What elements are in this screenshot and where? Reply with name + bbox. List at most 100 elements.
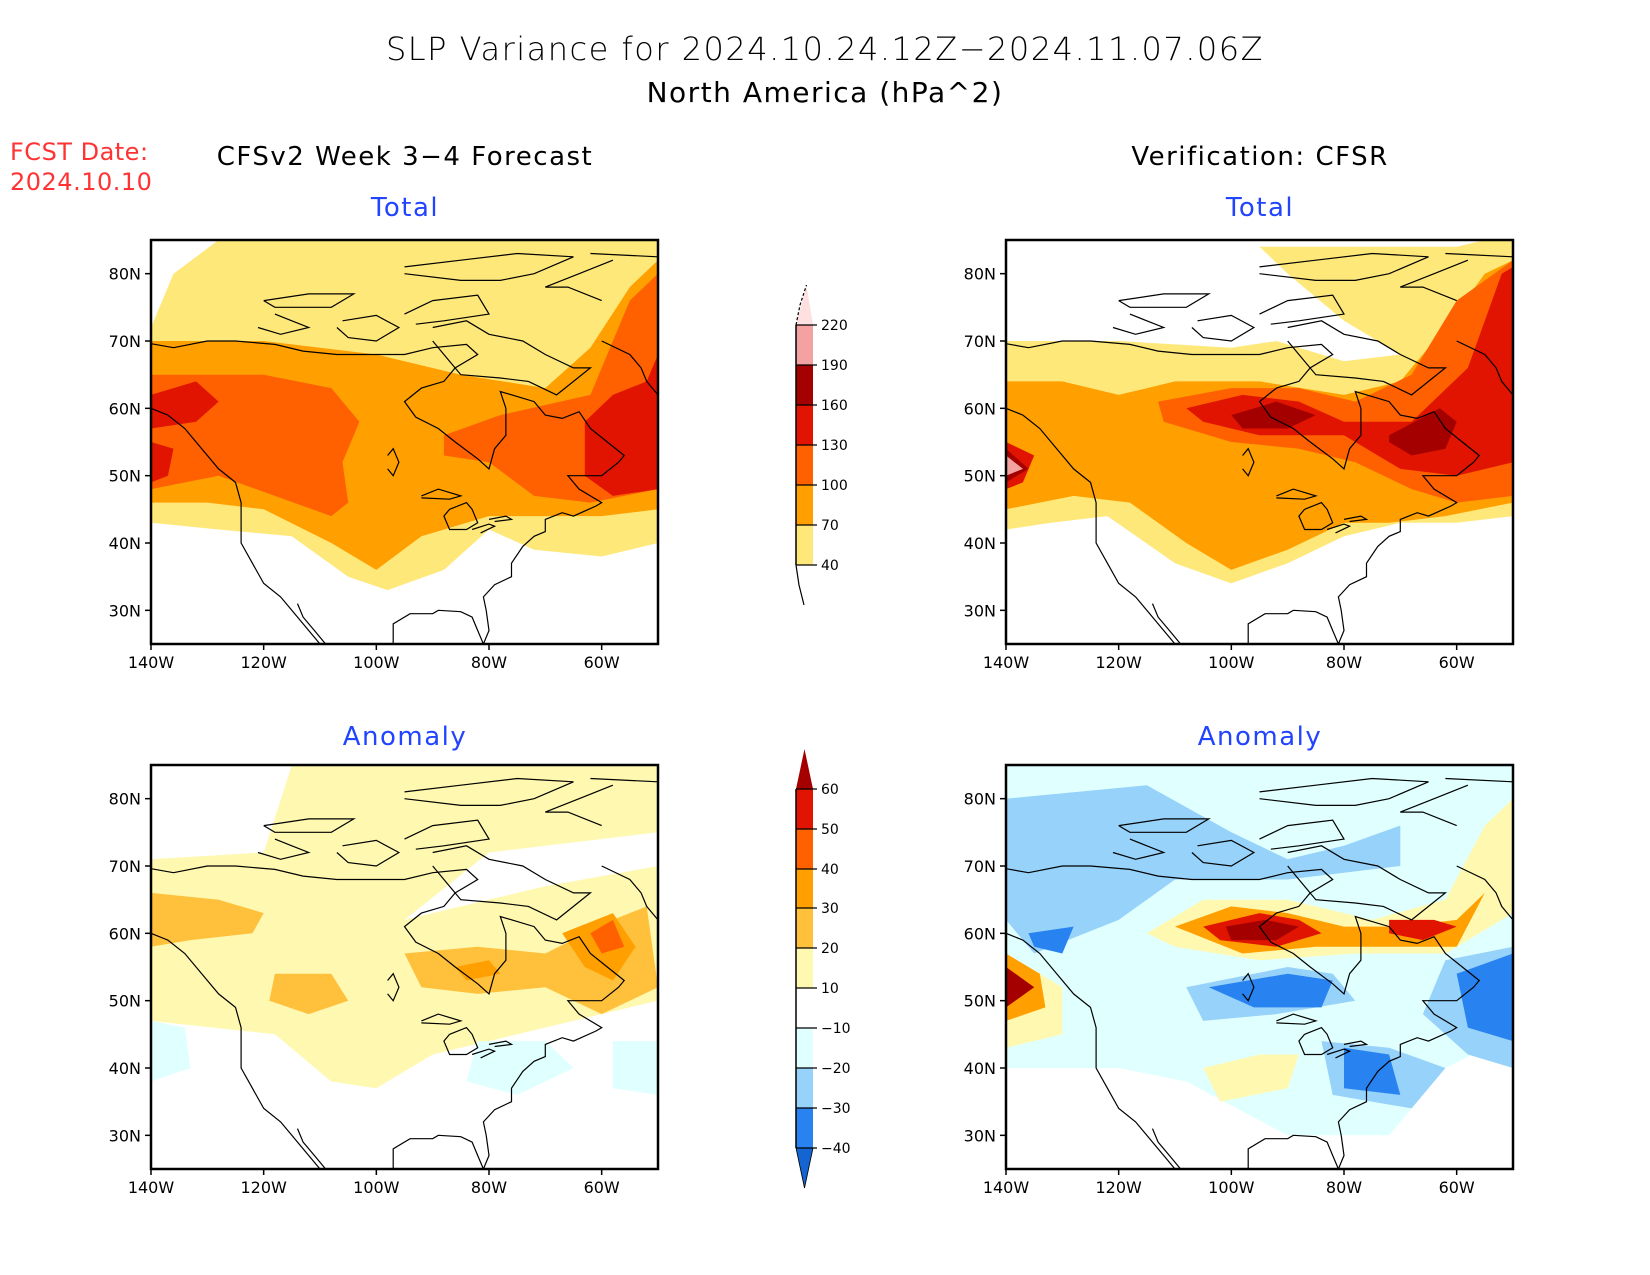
forecast-total-map: 80N 70N 60N 50N 40N 30N 140W 120W 100W 80W 60W: [109, 238, 660, 672]
coastline: [1343, 1040, 1369, 1048]
contour-region-neg20: [1006, 785, 1401, 954]
coastline: [443, 1026, 479, 1056]
coastline: [1456, 340, 1513, 396]
colorbar-label: 190: [821, 358, 848, 374]
colorbar-label: 40: [821, 558, 839, 574]
colorbar-swatch: [796, 445, 813, 485]
coastline: [601, 340, 658, 396]
verification-total-subtitle: Total: [1225, 193, 1295, 223]
colorbar-lower-extension: [795, 564, 805, 606]
coastline: [1006, 865, 1481, 1169]
anomaly-colorbar: 60 50 40 30 20 10 −10 −20 −30 −40: [795, 749, 851, 1189]
lat-tick-label: 30N: [109, 601, 141, 620]
coastline: [488, 515, 514, 523]
coastline: [1259, 252, 1429, 281]
colorbar-label: 160: [821, 398, 848, 414]
coastline: [432, 845, 593, 921]
lat-tick-label: 60N: [109, 399, 141, 418]
contour-region-50: [1389, 919, 1457, 941]
colorbar-extension-outline: [795, 284, 808, 326]
coastline: [1445, 777, 1513, 783]
colorbar-swatch: [796, 365, 813, 405]
contour-region-neg10: [151, 1020, 191, 1082]
coastline: [1343, 515, 1369, 523]
colorbar-swatch: [796, 948, 813, 988]
total-colorbar: 40 70 100 130 160 190 220: [795, 284, 848, 606]
contour-region-neg30: [1456, 953, 1513, 1042]
contour-region-20: [269, 973, 349, 1015]
coastline: [336, 314, 401, 342]
coastline: [1151, 603, 1182, 644]
coastline: [151, 865, 626, 1169]
colorbar-label: −10: [821, 1021, 851, 1037]
map-frame: [149, 238, 660, 646]
lat-tick-label: 80N: [109, 790, 141, 809]
lat-tick-label: 50N: [109, 992, 141, 1011]
lon-tick-label: 60W: [584, 1178, 620, 1197]
coastline: [263, 818, 356, 833]
coastline: [296, 603, 327, 644]
contour-region-160: [1231, 401, 1316, 429]
lon-tick-label: 120W: [240, 653, 287, 672]
lon-tick-label: 100W: [353, 653, 400, 672]
lon-tick-label: 80W: [471, 653, 507, 672]
lat-tick-label: 80N: [964, 790, 996, 809]
colorbar-label: 10: [821, 981, 839, 997]
lon-tick-label: 140W: [128, 653, 175, 672]
coastline: [545, 259, 614, 302]
colorbar-lower-extension: [795, 1147, 814, 1189]
contour-region-neg30: [1028, 926, 1074, 954]
lon-tick-label: 80W: [1326, 1178, 1362, 1197]
coastline: [1276, 1013, 1318, 1025]
lon-tick-label: 120W: [1095, 653, 1142, 672]
lat-tick-label: 50N: [109, 467, 141, 486]
coastline: [601, 865, 658, 921]
coastline: [1112, 313, 1166, 335]
lat-tick-label: 70N: [109, 857, 141, 876]
coastline: [1445, 252, 1513, 258]
colorbar-label: 220: [821, 318, 848, 334]
verification-heading: Verification: CFSR: [1131, 142, 1389, 172]
coastline: [1151, 1128, 1182, 1169]
colorbar-label: 130: [821, 438, 848, 454]
colorbar-swatch: [796, 485, 813, 525]
contour-region-neg30: [1208, 973, 1333, 1008]
colorbar-label: 40: [821, 862, 839, 878]
coastline: [151, 932, 321, 1169]
colorbar-label: 30: [821, 901, 839, 917]
coastline: [404, 819, 490, 850]
lon-tick-label: 120W: [240, 1178, 287, 1197]
coastline: [404, 777, 574, 807]
colorbar-upper-extension: [796, 285, 813, 325]
colorbar-label: 100: [821, 478, 848, 494]
coastline: [392, 609, 484, 644]
lat-tick-label: 70N: [109, 332, 141, 351]
lat-tick-label: 40N: [964, 534, 996, 553]
lat-tick-label: 50N: [964, 992, 996, 1011]
coastline: [421, 1013, 463, 1025]
lon-tick-label: 100W: [1208, 653, 1255, 672]
colorbar-swatch: [796, 988, 813, 1028]
lat-tick-label: 80N: [109, 265, 141, 284]
coastline: [404, 252, 574, 281]
map-frame: [149, 763, 660, 1171]
coastline: [1247, 1134, 1339, 1169]
colorbar-swatch: [796, 405, 813, 445]
coastline: [1276, 488, 1318, 500]
contour-region-40: [590, 919, 625, 954]
lat-tick-label: 70N: [964, 332, 996, 351]
colorbar-swatch: [796, 829, 813, 869]
colorbar-swatch: [796, 908, 813, 948]
contour-region-neg10: [612, 1041, 658, 1095]
coastline: [1118, 818, 1211, 833]
fcst-date-label: FCST Date:: [10, 138, 149, 166]
coastline: [296, 1128, 327, 1169]
coastline: [257, 313, 311, 335]
map-frame: [1004, 763, 1515, 1171]
colorbar-swatch: [796, 325, 813, 365]
contour-region-60: [1006, 967, 1035, 1008]
contour-region-130: [584, 354, 658, 496]
lon-tick-label: 100W: [1208, 1178, 1255, 1197]
lon-tick-label: 60W: [1439, 1178, 1475, 1197]
coastline: [421, 488, 463, 500]
